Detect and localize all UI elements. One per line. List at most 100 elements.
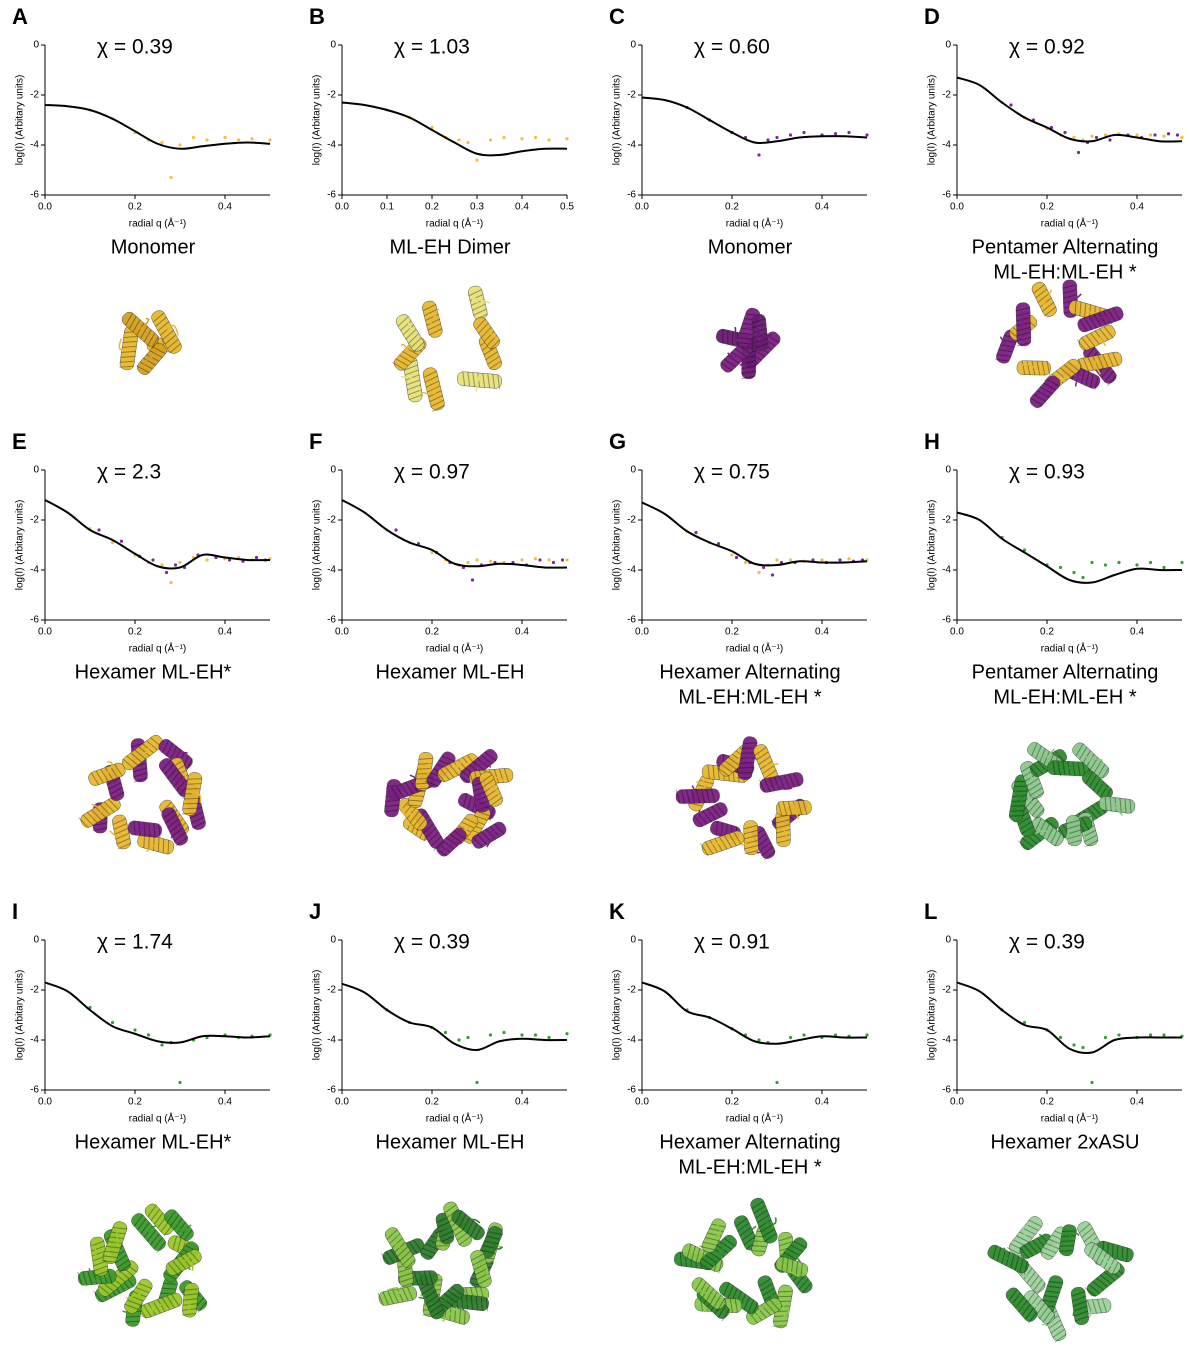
helix-stripe (1124, 798, 1127, 814)
loop (394, 1235, 401, 1249)
helix-stripe (392, 361, 405, 371)
chi-annotation: χ = 1.74 (97, 931, 173, 954)
helix-stripe (761, 846, 774, 856)
helix-stripe (441, 755, 456, 762)
helix-stripe (472, 836, 483, 848)
data-point (533, 557, 538, 561)
data-point (1072, 570, 1076, 575)
helix-stripe (743, 829, 758, 835)
helix-stripe (439, 1230, 453, 1238)
helix-stripe (1044, 306, 1057, 317)
helix-stripe (1058, 1250, 1074, 1252)
helix-stripe (735, 341, 751, 345)
x-axis-label: radial q (Å⁻¹) (426, 217, 484, 230)
loop (475, 374, 481, 392)
helix-stripe (463, 1310, 466, 1325)
helix-stripe (1103, 1271, 1116, 1282)
helix-stripe (126, 755, 139, 766)
helix-stripe (756, 1306, 767, 1319)
helix-stripe (1047, 1285, 1062, 1289)
helix-stripe (751, 318, 766, 324)
y-tick-label: -4 (627, 1035, 636, 1046)
helix-stripe (390, 1249, 400, 1262)
helix-stripe (1039, 748, 1046, 762)
helix-stripe (1037, 293, 1050, 303)
helix-stripe (1001, 1249, 1006, 1264)
helix-stripe (1045, 1242, 1060, 1250)
loop (141, 355, 153, 368)
helix-stripe (1085, 347, 1096, 359)
helix-stripe (1092, 778, 1101, 791)
y-tick-label: -2 (327, 515, 336, 526)
data-point (1148, 560, 1153, 565)
loop (755, 332, 772, 339)
loop (1094, 360, 1101, 375)
helix-stripe (1087, 807, 1098, 819)
x-tick-label: 0.0 (635, 1097, 649, 1108)
helix-stripe (92, 822, 108, 826)
helix-stripe (148, 834, 150, 850)
y-tick-label: 0 (330, 465, 336, 476)
data-point (119, 539, 124, 543)
helix-stripe (464, 817, 478, 825)
helix-stripe (1067, 834, 1082, 840)
helix-stripe (1083, 834, 1098, 843)
helix-stripe (779, 1241, 794, 1247)
helix-stripe (1019, 1247, 1030, 1259)
helix-stripe (166, 1210, 177, 1223)
helix-stripe (702, 1241, 718, 1246)
data-point (1076, 150, 1081, 155)
loop (486, 332, 497, 341)
helix-stripe (1099, 328, 1109, 341)
helix-stripe (719, 836, 728, 850)
helix-stripe (1097, 764, 1106, 777)
data-point (169, 580, 173, 585)
helix-stripe (1062, 284, 1077, 289)
helix-stripe (133, 777, 148, 783)
y-tick-label: -2 (942, 90, 951, 101)
helix-stripe (996, 1247, 1002, 1262)
helix-stripe (721, 1308, 730, 1322)
helix-stripe (398, 1272, 413, 1278)
loop (442, 1307, 458, 1322)
helix-stripe (787, 801, 793, 816)
helix-stripe (1082, 357, 1090, 372)
data-point (838, 558, 842, 562)
loop (739, 356, 750, 366)
helix-stripe (1063, 364, 1076, 375)
helix-stripe (1085, 839, 1099, 847)
x-tick-label: 0.2 (425, 202, 439, 213)
helix-stripe (1072, 761, 1076, 776)
helix-stripe (189, 1250, 200, 1263)
data-point (457, 138, 461, 142)
loop (139, 317, 150, 330)
helix-stripe (117, 842, 132, 850)
helix-stripe (732, 331, 734, 346)
loop (386, 1287, 401, 1297)
loop (1012, 787, 1023, 803)
helix-stripe (739, 332, 754, 336)
helix-stripe (1109, 796, 1112, 812)
helix-stripe (440, 1235, 455, 1243)
helix-stripe (743, 824, 758, 830)
helix-stripe (699, 779, 714, 785)
helix-stripe (727, 330, 729, 345)
y-tick-label: -2 (30, 985, 39, 996)
loop (734, 327, 737, 340)
helix-stripe (1042, 302, 1054, 312)
loop (467, 1218, 481, 1226)
x-tick-label: 0.0 (335, 1097, 349, 1108)
helix-stripe (1057, 760, 1061, 776)
helix-stripe (115, 832, 130, 840)
data-point (1180, 135, 1184, 140)
y-tick-label: -4 (942, 140, 951, 151)
helix-stripe (712, 765, 715, 780)
x-axis-label: radial q (Å⁻¹) (129, 642, 187, 655)
helix-stripe (480, 326, 492, 338)
helix-stripe (480, 754, 493, 765)
helix-stripe (477, 1277, 491, 1285)
loop (781, 827, 787, 841)
loop (151, 1301, 162, 1315)
loop (1072, 1305, 1081, 1317)
helix-stripe (422, 304, 437, 312)
